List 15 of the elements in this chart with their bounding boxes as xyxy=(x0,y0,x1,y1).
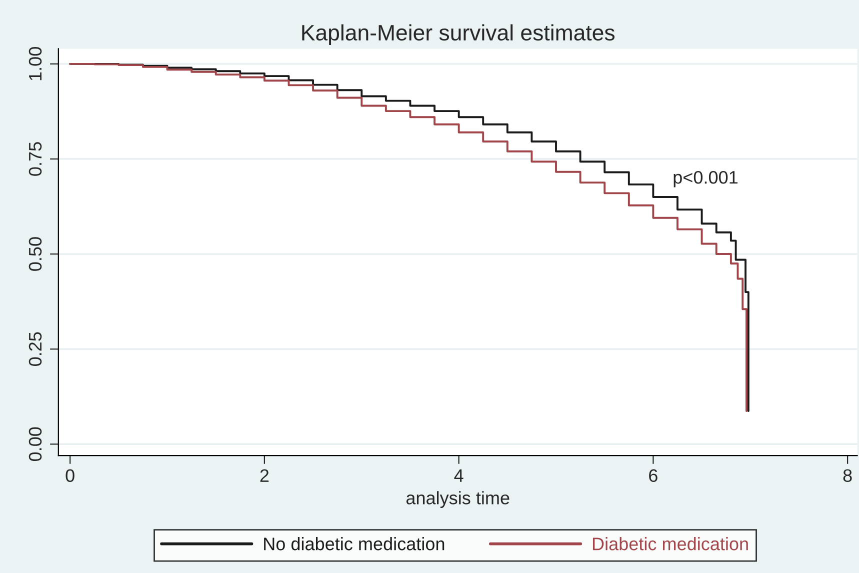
y-tick-label: 1.00 xyxy=(28,47,42,80)
text: No diabetic medication xyxy=(264,537,444,550)
x-axis-title: analysis time xyxy=(406,491,510,508)
x-tick-label: 0 xyxy=(66,469,74,482)
x-tick-label: 6 xyxy=(649,469,658,482)
annotation: p<0.001 xyxy=(674,170,738,188)
y-tick-label: 0.75 xyxy=(28,142,42,176)
x-tick-label: 4 xyxy=(454,469,464,482)
y-tick-label: 0.50 xyxy=(28,237,42,271)
y-tick-label: 0.25 xyxy=(28,332,42,366)
x-tick-label: 2 xyxy=(260,469,269,482)
chart-title: Kaplan-Meier survival estimates xyxy=(302,24,615,45)
legend-label: Diabetic medication xyxy=(592,537,748,550)
x-tick-label: 8 xyxy=(843,469,852,482)
y-tick-label: 0.00 xyxy=(28,427,42,461)
